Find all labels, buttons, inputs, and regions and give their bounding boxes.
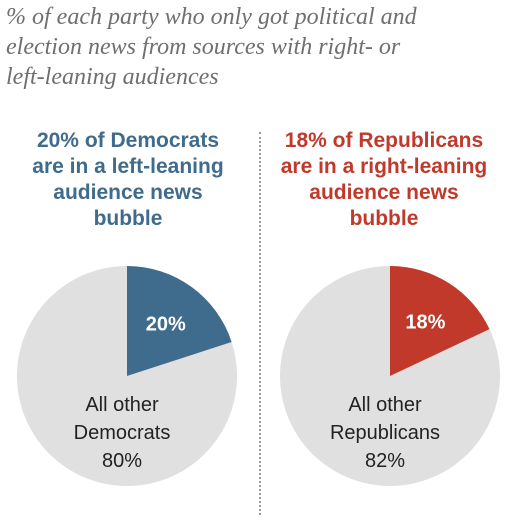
heading-line: bubble — [93, 207, 163, 230]
republicans-heading: 18% of Republicans are in a right-leanin… — [264, 128, 504, 232]
title-line: % of each party who only got political a… — [6, 4, 417, 30]
democrats-other-label: All other — [85, 394, 159, 416]
heading-line: bubble — [349, 207, 419, 230]
democrats-heading: 20% of Democrats are in a left-leaning a… — [8, 128, 248, 232]
democrats-other-label: 80% — [102, 450, 142, 472]
divider — [259, 132, 261, 515]
republicans-other-slice — [280, 266, 501, 486]
republicans-bubble-label: 18% — [405, 311, 445, 333]
heading-line: audience news — [53, 181, 203, 204]
democrats-pie: 20% All other Democrats 80% — [17, 266, 238, 486]
heading-line: are in a right-leaning — [280, 155, 488, 178]
republicans-other-label: 82% — [365, 450, 405, 472]
heading-line: audience news — [309, 181, 459, 204]
title-line: election news from sources with right- o… — [6, 34, 401, 60]
heading-line: are in a left-leaning — [32, 155, 224, 178]
title-line: left-leaning audiences — [6, 64, 219, 90]
chart-title: % of each party who only got political a… — [6, 2, 514, 92]
democrats-bubble-slice — [127, 266, 232, 376]
republicans-other-label: All other — [348, 394, 422, 416]
republicans-bubble-slice — [390, 266, 490, 376]
democrats-other-slice — [17, 266, 238, 486]
republicans-pie: 18% All other Republicans 82% — [280, 266, 501, 486]
heading-line: 20% of Democrats — [36, 129, 220, 152]
republicans-other-label: Republicans — [330, 422, 440, 444]
heading-line: 18% of Republicans — [284, 129, 484, 152]
democrats-bubble-label: 20% — [146, 314, 186, 336]
democrats-other-label: Democrats — [74, 422, 171, 444]
